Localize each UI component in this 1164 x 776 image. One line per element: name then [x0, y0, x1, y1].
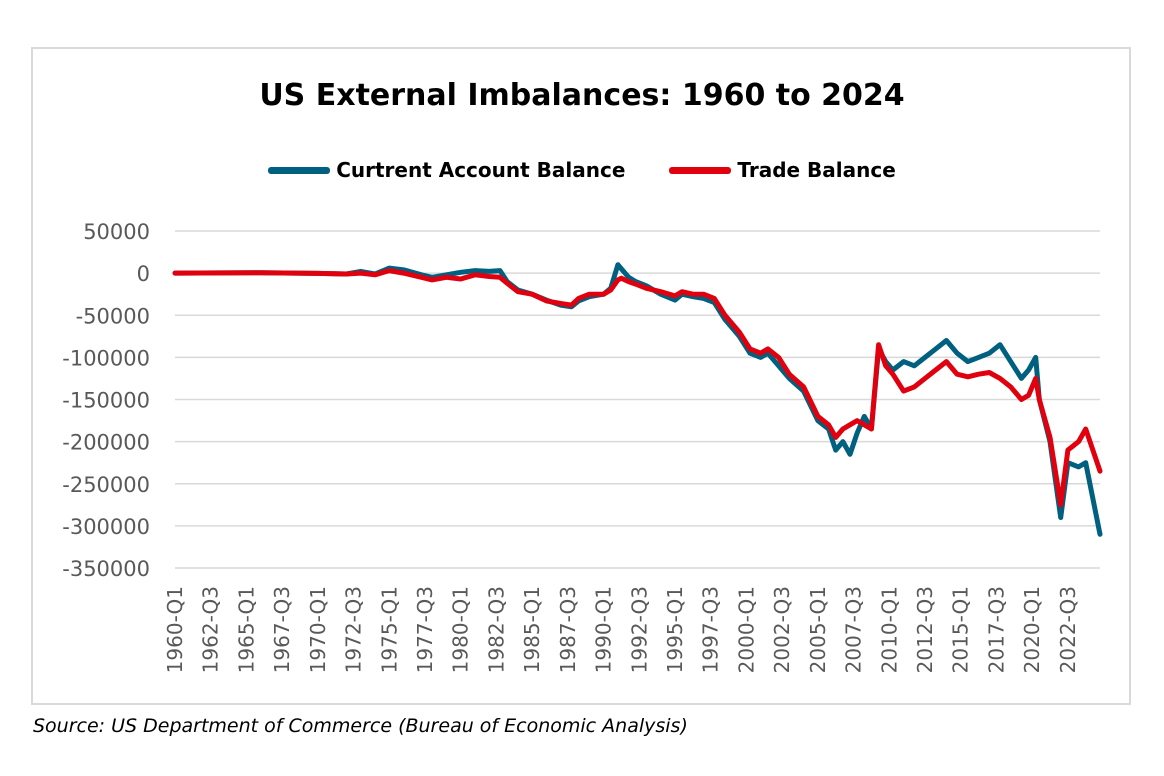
- x-tick-label: 1985-Q1: [520, 586, 544, 673]
- y-tick-label: -200000: [62, 431, 150, 455]
- x-tick-label: 1970-Q1: [306, 586, 330, 673]
- legend-label-current-account: Curtrent Account Balance: [336, 158, 626, 182]
- legend-swatch-current-account: [268, 166, 331, 174]
- x-tick-label: 1977-Q3: [413, 586, 437, 673]
- x-tick-label: 1995-Q1: [663, 586, 687, 673]
- y-tick-label: 50000: [83, 220, 150, 244]
- y-tick-label: -250000: [62, 473, 150, 497]
- legend-item-trade-balance: Trade Balance: [669, 158, 896, 182]
- x-tick-label: 2012-Q3: [913, 586, 937, 673]
- legend-item-current-account: Curtrent Account Balance: [268, 158, 625, 182]
- y-tick-label: -300000: [62, 515, 150, 539]
- x-tick-label: 2020-Q1: [1020, 586, 1044, 673]
- y-tick-label: -100000: [62, 346, 150, 370]
- x-tick-label: 1972-Q3: [342, 586, 366, 673]
- x-tick-label: 1997-Q3: [699, 586, 723, 673]
- x-tick-label: 1960-Q1: [163, 586, 187, 673]
- x-tick-label: 2010-Q1: [877, 586, 901, 673]
- x-tick-label: 2015-Q1: [949, 586, 973, 673]
- x-tick-label: 1987-Q3: [556, 586, 580, 673]
- x-tick-label: 2022-Q3: [1056, 586, 1080, 673]
- x-tick-label: 1975-Q1: [377, 586, 401, 673]
- y-tick-label: -350000: [62, 557, 150, 581]
- legend-swatch-trade-balance: [669, 166, 732, 174]
- x-tick-label: 2005-Q1: [806, 586, 830, 673]
- y-tick-label: -50000: [76, 304, 150, 328]
- chart-frame: [31, 47, 1131, 705]
- x-tick-label: 2007-Q3: [842, 586, 866, 673]
- x-tick-label: 2000-Q1: [734, 586, 758, 673]
- legend: Curtrent Account Balance Trade Balance: [0, 158, 1164, 182]
- y-tick-label: -150000: [62, 389, 150, 413]
- x-tick-label: 1990-Q1: [592, 586, 616, 673]
- legend-label-trade-balance: Trade Balance: [737, 158, 896, 182]
- x-tick-label: 1992-Q3: [627, 586, 651, 673]
- x-tick-label: 1982-Q3: [484, 586, 508, 673]
- x-tick-label: 2017-Q3: [984, 586, 1008, 673]
- y-tick-label: 0: [137, 262, 150, 286]
- source-note: Source: US Department of Commerce (Burea…: [33, 715, 688, 737]
- x-tick-label: 1967-Q3: [270, 586, 294, 673]
- x-tick-label: 1962-Q3: [199, 586, 223, 673]
- x-tick-label: 2002-Q3: [770, 586, 794, 673]
- series-line-trade-balance: [172, 268, 1103, 508]
- x-tick-label: 1980-Q1: [449, 586, 473, 673]
- x-tick-label: 1965-Q1: [234, 586, 258, 673]
- chart-title: US External Imbalances: 1960 to 2024: [259, 78, 905, 113]
